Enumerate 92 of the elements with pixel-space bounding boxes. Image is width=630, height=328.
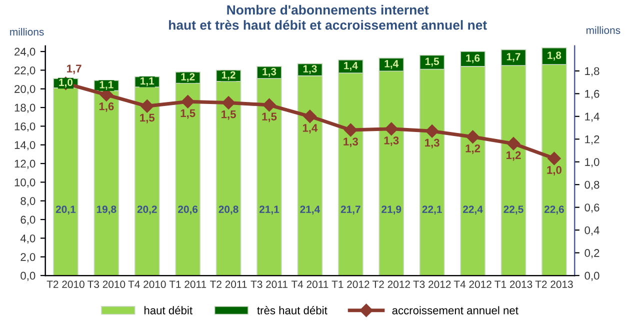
data-label: 1,5 [180,109,196,119]
x-tick-label: T1 2012 [332,280,370,288]
data-label: 22,6 [544,206,564,214]
data-label: 1,2 [466,144,480,154]
data-label: 22,4 [463,206,483,214]
data-label: 1,3 [384,136,399,146]
x-tick-label: T2 2012 [372,280,410,288]
data-label: 1,2 [181,73,195,82]
data-label: 20,2 [137,206,157,214]
point [466,130,480,144]
y-tick-label: 2,0 [20,253,36,262]
y-tick-label: 0,0 [20,272,36,281]
data-label: 21,9 [382,206,402,214]
chart-title: Nombre d'abonnements internet haut et très haut débit et accroissement annuel net [169,4,487,30]
data-label: 1,4 [344,62,358,71]
data-label: 1,8 [548,52,562,60]
data-label: 21,1 [259,206,280,214]
point [140,100,154,113]
point [548,152,561,166]
point [222,96,236,110]
y-tick-label: 10,0 [14,178,36,188]
data-label: 1,3 [303,65,317,74]
y2-tick-label: 0,4 [584,226,600,236]
y-tick-label: 24,0 [14,48,36,57]
data-label: 1,4 [384,60,399,69]
y-tick-label: 12,0 [14,160,36,169]
data-label: 20,6 [178,206,198,214]
data-label: 1,5 [222,110,236,120]
x-tick-label: T4 2010 [128,280,166,288]
x-tick-label: T1 2013 [494,280,532,288]
y2-axis-title: millions [586,26,620,34]
x-tick-label: T4 2012 [454,280,492,288]
data-label: 19,8 [96,206,116,214]
x-tick-label: T2 2013 [535,280,573,288]
data-label: 20,8 [218,206,238,214]
data-label: 1,2 [506,151,521,161]
x-tick-label: T3 2011 [250,280,288,288]
data-label: 1,2 [222,71,236,80]
data-label: 1,7 [67,64,82,74]
x-tick-label: T3 2010 [88,280,126,288]
y-tick-label: 4,0 [20,234,36,244]
x-tick-label: T1 2011 [169,280,206,288]
point [384,122,398,136]
x-tick-label: T2 2011 [210,280,247,288]
y2-tick-label: 1,6 [585,90,600,100]
y2-tick-label: 1,4 [585,112,600,122]
y-tick-label: 18,0 [14,104,36,113]
data-label: 1,1 [140,77,154,86]
data-label: 1,5 [426,58,440,67]
data-label: 1,7 [506,53,520,62]
data-label: 1,3 [344,138,358,148]
data-label: 20,1 [56,206,76,214]
y-tick-label: 16,0 [14,122,36,132]
y-tick-label: 22,0 [14,66,36,76]
y-tick-label: 6,0 [20,216,36,225]
x-tick-label: T3 2012 [413,280,451,288]
data-label: 1,3 [425,138,440,148]
point [181,95,194,108]
data-label: 1,1 [100,81,114,90]
y2-tick-label: 1,8 [585,67,600,76]
x-tick-label: T4 2011 [291,280,328,288]
y-axis-title: millions [10,28,44,36]
y2-tick-label: 1,0 [585,158,600,168]
data-label: 22,1 [422,206,442,214]
point [425,124,439,138]
data-label: 1,6 [99,102,114,112]
y-tick-label: 20,0 [14,85,36,94]
y2-tick-label: 1,2 [585,135,600,145]
y-tick-label: 8,0 [20,197,36,206]
data-label: 1,5 [140,114,155,124]
y-tick-label: 14,0 [14,141,36,150]
y2-tick-label: 0,6 [584,204,600,213]
point [303,110,317,123]
data-label: 1,6 [466,54,480,64]
data-label: 21,4 [300,206,320,214]
point [344,123,358,137]
legend-label: très haut débit [257,306,328,314]
data-label: 1,5 [262,112,277,122]
data-label: 1,3 [262,68,276,77]
x-tick-label: T2 2010 [46,280,84,288]
point [506,137,520,150]
y2-tick-label: 0,8 [584,180,600,190]
legend-label: haut débit [144,306,192,314]
y2-tick-label: 0,0 [584,272,600,281]
data-label: 1,0 [59,78,73,88]
data-label: 21,7 [340,206,360,214]
y2-tick-label: 0,2 [584,249,600,258]
legend-label: accroissement annuel net [392,306,518,314]
point [262,98,276,112]
data-label: 22,5 [504,206,524,214]
data-label: 1,4 [302,124,318,134]
data-label: 1,0 [547,166,562,176]
